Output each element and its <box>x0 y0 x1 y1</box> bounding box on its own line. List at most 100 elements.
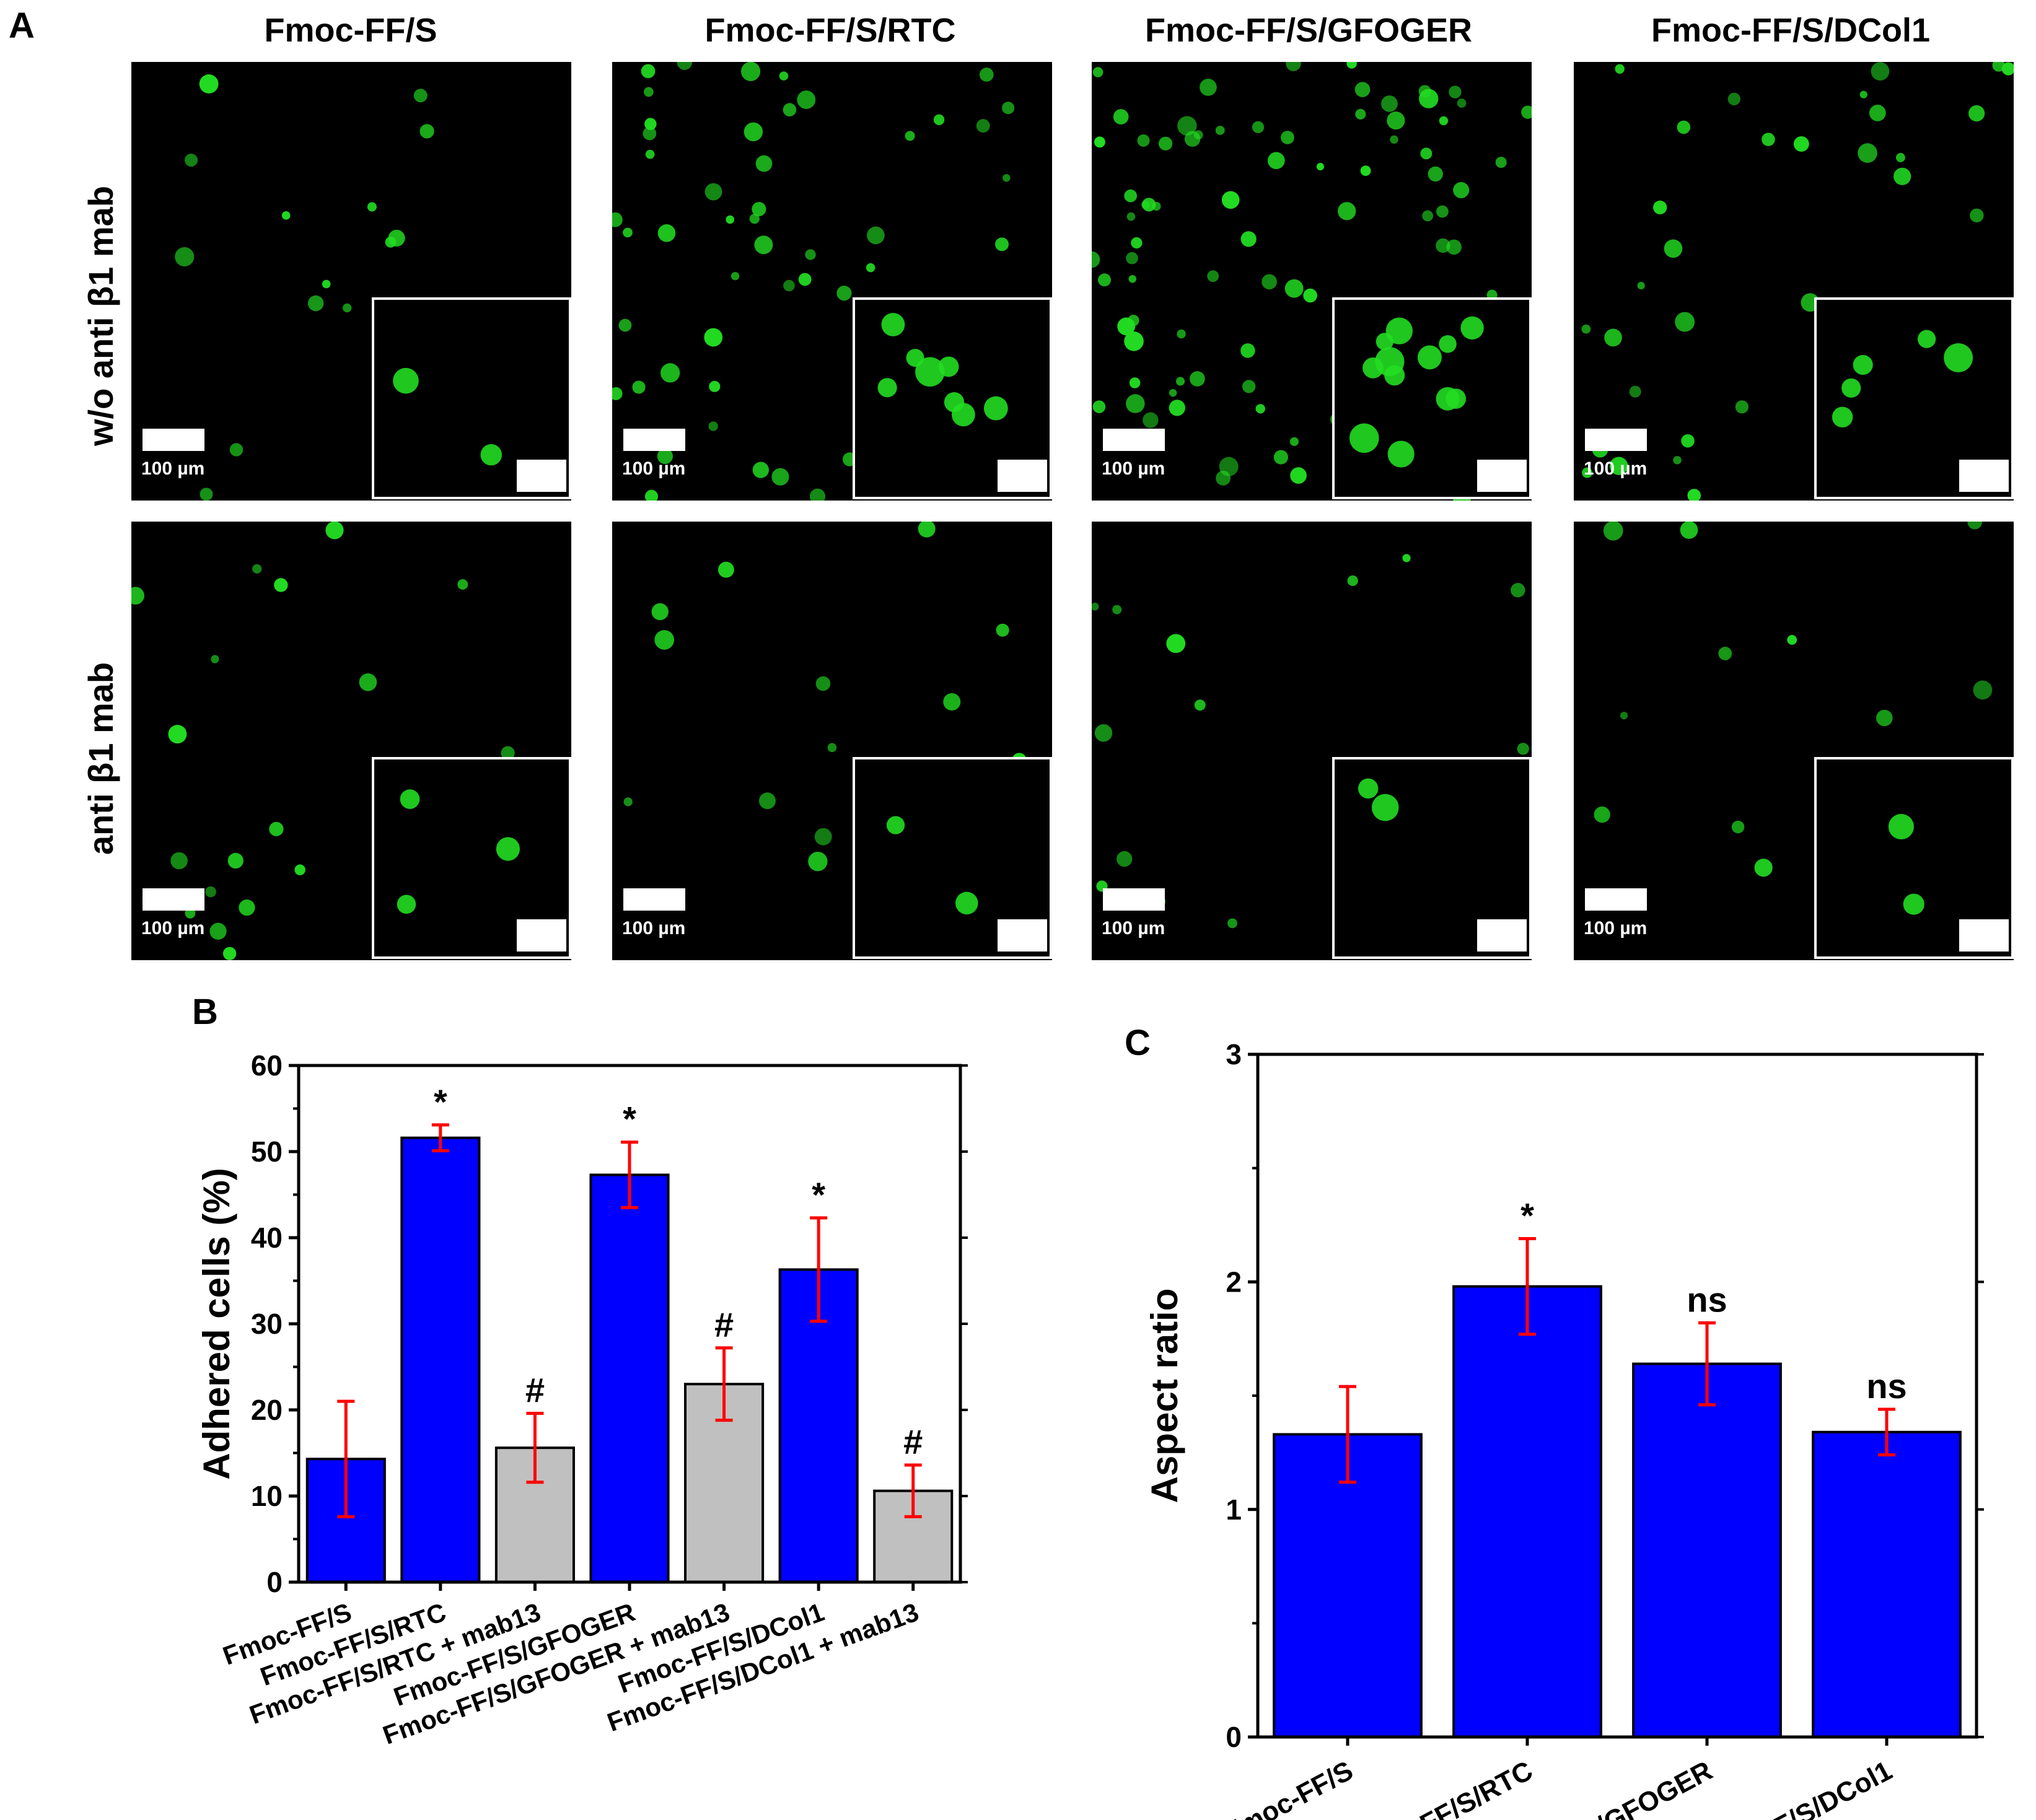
y-tick-label: 40 <box>251 1222 283 1254</box>
cell-mark <box>1594 806 1610 823</box>
cell-mark <box>1092 602 1099 611</box>
cell-mark <box>995 237 1009 252</box>
y-tick-label: 1 <box>1226 1494 1242 1526</box>
cell-mark <box>222 947 237 960</box>
cell-mark <box>1893 167 1911 185</box>
cell-mark <box>1169 400 1185 416</box>
cell-mark <box>1787 635 1797 645</box>
cell-mark <box>1255 404 1265 414</box>
cell-mark <box>918 522 936 538</box>
cell-mark <box>175 247 195 267</box>
cell-mark <box>779 71 789 81</box>
cell-mark <box>1358 778 1379 799</box>
micrograph-tile: 100 µm <box>612 522 1052 960</box>
cell-mark <box>1511 583 1525 598</box>
cell-mark <box>1240 343 1255 358</box>
cell-mark <box>1888 813 1914 840</box>
cell-mark <box>1289 437 1299 446</box>
scale-bar <box>623 429 685 451</box>
cell-mark <box>1422 210 1434 222</box>
cell-mark <box>1718 647 1732 660</box>
zoom-inset <box>372 757 571 959</box>
cell-mark <box>1859 90 1867 98</box>
panel-c-letter: C <box>1125 1023 1151 1063</box>
cell-mark <box>393 367 419 394</box>
y-tick-label: 0 <box>1226 1721 1242 1753</box>
cell-mark <box>866 263 875 273</box>
cell-mark <box>644 118 657 130</box>
inset-scale-bar <box>1959 919 2009 952</box>
cell-mark <box>1681 434 1695 448</box>
cell-mark <box>1137 134 1150 147</box>
cell-mark <box>1094 724 1113 742</box>
cell-mark <box>1219 457 1239 476</box>
cell-mark <box>618 318 632 332</box>
cell-mark <box>1495 156 1507 168</box>
cell-mark <box>1112 605 1122 615</box>
column-title-1: Fmoc-FF/S <box>264 12 437 49</box>
cell-mark <box>1735 400 1749 414</box>
cell-mark <box>200 488 213 501</box>
cell-mark <box>1582 467 1592 478</box>
significance-label: * <box>434 1082 447 1121</box>
cell-mark <box>1871 62 1890 81</box>
cell-mark <box>1968 105 1985 122</box>
cell-mark <box>2001 62 2014 76</box>
cell-mark <box>641 64 656 79</box>
cell-mark <box>1128 275 1137 283</box>
cell-mark <box>1003 173 1011 182</box>
scale-bar-label: 100 µm <box>1584 918 1648 938</box>
cell-mark <box>709 380 721 392</box>
cell-mark <box>1521 105 1532 119</box>
cell-mark <box>185 908 196 919</box>
cell-mark <box>612 212 623 227</box>
cell-mark <box>654 630 675 650</box>
cell-mark <box>632 380 646 394</box>
row-label-with-antibody: anti β1 mab <box>81 662 120 855</box>
x-category-label: Fmoc-FF/S/RTC <box>1343 1756 1537 1820</box>
inset-scale-bar <box>517 460 566 492</box>
cell-mark <box>496 837 520 861</box>
zoom-inset <box>853 297 1052 499</box>
cell-mark <box>1349 423 1379 453</box>
cell-mark <box>325 522 344 540</box>
cell-mark <box>660 363 680 383</box>
cell-mark <box>708 421 718 431</box>
cell-mark <box>976 119 990 133</box>
cell-mark <box>1117 317 1136 336</box>
cell-mark <box>979 68 994 82</box>
cell-mark <box>1992 62 2005 72</box>
cell-mark <box>209 922 227 940</box>
column-title-3: Fmoc-FF/S/GFOGER <box>1144 12 1472 49</box>
cell-mark <box>359 673 377 691</box>
zoom-inset <box>1814 757 2014 959</box>
cell-mark <box>752 462 769 478</box>
cell-mark <box>1604 328 1622 347</box>
x-category-label: Fmoc-FF/S/DCol1 <box>1682 1756 1897 1820</box>
cell-mark <box>1390 135 1398 144</box>
cell-mark <box>623 227 633 238</box>
cell-mark <box>717 561 734 578</box>
micrograph-tile: 100 µm <box>131 62 571 501</box>
cell-mark <box>749 213 760 224</box>
y-tick-label: 2 <box>1226 1266 1242 1298</box>
cell-mark <box>1124 331 1144 351</box>
cell-mark <box>1207 270 1219 282</box>
cell-mark <box>814 828 832 846</box>
micrograph-tile: 100 µm <box>131 522 571 960</box>
inset-scale-bar <box>517 919 566 952</box>
zoom-inset <box>1332 757 1532 959</box>
cell-mark <box>1094 136 1105 148</box>
cell-mark <box>1680 522 1698 539</box>
cell-mark <box>457 579 468 590</box>
scale-bar-label: 100 µm <box>1102 918 1165 938</box>
cell-mark <box>1967 522 1983 530</box>
cell-mark <box>274 578 288 592</box>
cell-mark <box>677 62 693 70</box>
cell-mark <box>1439 335 1457 353</box>
y-axis-label: Adhered cells (%) <box>196 1168 237 1479</box>
y-axis-label: Aspect ratio <box>1144 1288 1185 1503</box>
cell-mark <box>1853 354 1873 375</box>
y-tick-label: 3 <box>1226 1038 1242 1070</box>
cell-mark <box>1316 162 1324 171</box>
